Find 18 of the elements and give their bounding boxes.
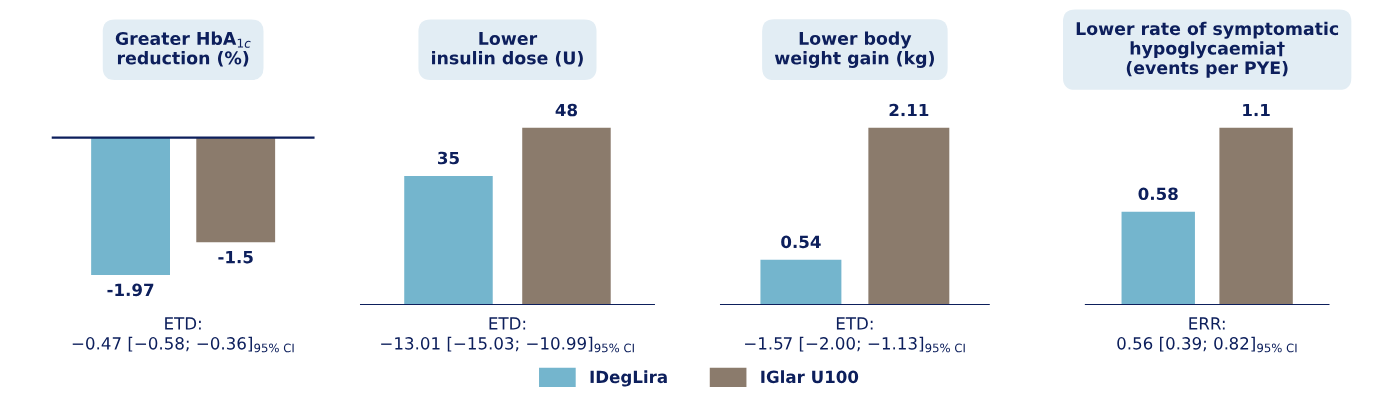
text: ERR: 0.56 [0.39; 0.82]$_{95% CI}$ [1117,317,1297,353]
data-label: 2.11 [889,103,929,117]
legend-label: IGlar U100 [761,370,859,384]
chart-title: Lower insulin dose (U) [432,32,583,67]
legend-label: IDegLira [590,370,667,387]
chart-title: Lower rate of symptomatic hypoglycaemia† (events per PYE) [1076,21,1339,78]
data-label: 35 [438,151,459,165]
data-label: 1.1 [1243,103,1270,117]
text: ETD: −13.01 [−15.03; −10.99]$_{95% CI}$ [381,317,634,353]
data-label: 0.54 [781,235,821,249]
text: ETD: −0.47 [−0.58; −0.36]$_{95% CI}$ [72,317,294,353]
chart-title: Lower body weight gain (kg) [774,31,934,68]
data-label: -1.97 [107,283,154,297]
chart-title: Greater HbA$_{1c}$ reduction (%) [115,31,251,67]
data-label: 0.58 [1138,187,1178,201]
data-label: -1.5 [218,251,253,264]
text: ETD: −1.57 [−2.00; −1.13]$_{95% CI}$ [745,317,965,353]
data-label: 48 [555,103,578,117]
